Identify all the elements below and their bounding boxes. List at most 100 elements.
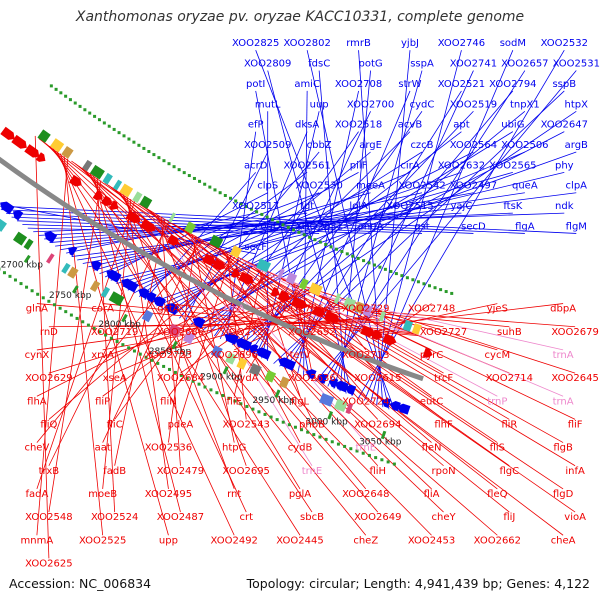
gene-label-xoo2713: XOO2713 — [342, 350, 389, 361]
gene-label-rnt: rnt — [227, 489, 241, 500]
leader-line — [110, 171, 565, 281]
leader-line — [150, 151, 577, 304]
gene-feature-72 — [0, 126, 15, 140]
gene-feature-44 — [23, 238, 34, 250]
leader-line — [36, 201, 135, 490]
minor-tick — [93, 114, 97, 118]
leader-line — [326, 299, 367, 351]
leader-line — [116, 171, 513, 284]
leader-line — [36, 275, 275, 397]
gene-label-xoo2565: XOO2565 — [489, 160, 536, 171]
leader-line — [141, 205, 510, 467]
gene-feature-81 — [298, 278, 309, 290]
minor-tick — [433, 286, 437, 290]
minor-tick — [167, 367, 171, 371]
leader-line — [22, 224, 320, 234]
minor-tick — [58, 306, 62, 310]
gene-label-phbb: phbB — [299, 419, 325, 430]
minor-tick — [330, 440, 334, 444]
gene-feature-91 — [119, 183, 134, 198]
gene-label-xoo2453: XOO2453 — [408, 535, 455, 546]
minor-tick — [378, 265, 382, 269]
minor-tick — [73, 101, 77, 105]
gene-label-flis: fliS — [490, 443, 505, 454]
leader-line — [96, 178, 116, 513]
gene-feature-33 — [225, 352, 237, 365]
minor-tick — [54, 87, 58, 91]
gene-label-fleq: fleQ — [487, 489, 507, 500]
gene-label-sspa: sspA — [410, 59, 434, 70]
gene-label-xoo2700: XOO2700 — [347, 99, 394, 110]
topology-label: Topology: circular; Length: 4,941,439 bp… — [246, 576, 590, 591]
gene-label-xoo2695: XOO2695 — [223, 466, 270, 477]
minor-tick — [239, 402, 243, 406]
minor-tick — [144, 355, 148, 359]
leader-line — [36, 158, 69, 536]
minor-tick — [293, 425, 297, 429]
minor-tick — [142, 146, 146, 150]
minor-tick — [172, 165, 176, 169]
minor-tick — [19, 282, 23, 286]
gene-label-trxb: trxB — [39, 466, 60, 477]
gene-label-xoo2492: XOO2492 — [211, 535, 258, 546]
gene-label-enga: engA — [358, 221, 384, 232]
gene-feature-63 — [139, 218, 156, 233]
gene-label-acvb: acvB — [398, 120, 423, 131]
gene-label-xoo2629: XOO2629 — [25, 373, 72, 384]
minor-tick — [405, 276, 409, 280]
leader-line — [161, 151, 474, 310]
gene-label-mutl: mutL — [255, 99, 281, 110]
minor-tick — [191, 379, 195, 383]
gene-feature-76 — [362, 304, 373, 317]
minor-tick — [450, 291, 454, 295]
gene-feature-20 — [91, 260, 103, 272]
gene-label-xoo2525: XOO2525 — [79, 535, 126, 546]
leader-line — [160, 217, 181, 466]
minor-tick — [156, 361, 160, 365]
gene-label-secd: secD — [461, 221, 486, 232]
gene-label-xoo2564: XOO2564 — [450, 140, 497, 151]
gene-label-trna: trnA — [224, 304, 245, 315]
gene-label-dksa: dksA — [295, 120, 319, 131]
gene-label-secf: secF — [244, 242, 267, 253]
gene-label-vioa: vioA — [564, 512, 586, 523]
gene-feature-59 — [230, 268, 241, 278]
gene-label-flie: fliE — [227, 396, 242, 407]
scale-label: 3000 kbp — [305, 418, 348, 428]
gene-label-trne: trnE — [356, 443, 377, 454]
gene-feature-40 — [89, 280, 101, 292]
minor-tick — [49, 84, 53, 88]
gene-feature-14 — [165, 303, 180, 315]
scale-label: 2800 kbp — [98, 320, 141, 330]
gene-label-xoo2517: XOO2517 — [232, 201, 279, 212]
minor-tick — [239, 202, 243, 206]
gene-feature-1 — [389, 401, 401, 412]
leader-line — [48, 180, 102, 513]
minor-tick — [324, 437, 328, 441]
minor-tick — [229, 196, 233, 200]
minor-tick — [313, 238, 317, 242]
minor-tick — [127, 346, 131, 350]
minor-tick — [411, 278, 415, 282]
gene-label-upp: upp — [159, 535, 178, 546]
leader-line — [190, 131, 565, 325]
minor-tick — [287, 423, 291, 427]
gene-label-strw: strW — [398, 79, 421, 90]
minor-tick — [270, 218, 274, 222]
gene-label-xoo2694: XOO2694 — [354, 419, 401, 430]
gene-label-cira: cirA — [400, 160, 419, 171]
gene-feature-84 — [256, 258, 272, 273]
gene-label-xoo2519: XOO2519 — [450, 99, 497, 110]
gene-feature-7 — [305, 369, 317, 380]
gene-feature-11 — [235, 337, 253, 352]
minor-tick — [361, 451, 365, 455]
gene-label-yjbj: yjbJ — [401, 38, 419, 49]
gene-label-xoo2515: XOO2515 — [386, 201, 433, 212]
gene-feature-2 — [381, 398, 392, 408]
leader-line — [315, 70, 577, 382]
gene-feature-96 — [61, 145, 74, 159]
gene-feature-77 — [353, 301, 365, 314]
gene-label-trne: trnE — [302, 466, 323, 477]
leader-line — [207, 242, 576, 420]
minor-tick — [147, 150, 151, 154]
